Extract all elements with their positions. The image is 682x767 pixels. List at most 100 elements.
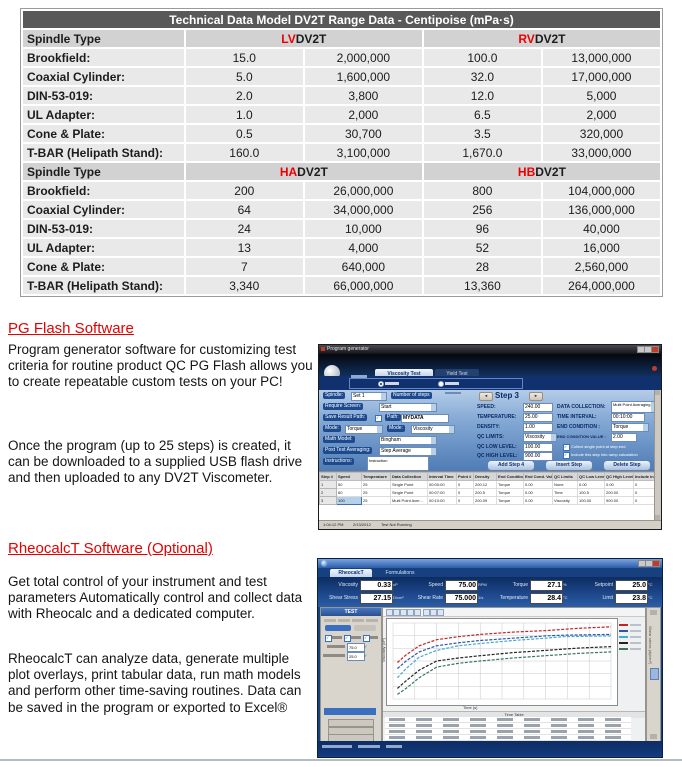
readout-label: Speed: [428, 582, 443, 588]
chart-y-axis-label: Viscosity (cP): [381, 638, 386, 663]
chart-legend: [619, 622, 643, 652]
data-table-row: [385, 723, 631, 729]
path-label: Path:: [385, 414, 401, 421]
mode2-label: Mode:: [387, 425, 405, 432]
pan-icon[interactable]: [393, 609, 400, 616]
print-icon[interactable]: [414, 609, 421, 616]
tab-yield-test[interactable]: Yield Test: [435, 369, 479, 379]
control-tab-active[interactable]: [325, 625, 351, 631]
range-table-title: Technical Data Model DV2T Range Data - C…: [23, 11, 660, 28]
readout-unit: D/cm²: [393, 595, 404, 600]
step-title: Step 3: [495, 391, 520, 400]
data-table-row: [385, 735, 631, 741]
mode2-select[interactable]: Viscosity: [411, 425, 455, 434]
insert-step-button[interactable]: Insert Step: [545, 460, 593, 471]
legend-item-cyan: [619, 634, 643, 640]
end-condition-select[interactable]: Torque: [611, 423, 649, 432]
tab-formulations[interactable]: Formulations: [385, 570, 415, 576]
model-header: HBDV2T: [423, 163, 660, 180]
range-table-row: UL Adapter: 13 4,000 52 16,000: [23, 239, 660, 256]
rheocalct-screenshot: RheocalcT Formulations Viscosity 0.33 cP Sp…: [317, 558, 663, 758]
copy-icon[interactable]: [423, 609, 430, 616]
require-screen-select[interactable]: Start: [379, 403, 437, 412]
option-checkbox-2[interactable]: [344, 635, 351, 642]
grid-icon[interactable]: [407, 609, 414, 616]
pg-flash-heading[interactable]: PG Flash Software: [8, 320, 134, 337]
readout-value: 75.000: [445, 593, 478, 604]
slider-thumb[interactable]: [650, 668, 659, 680]
range-table-row: DIN-53-019: 24 10,000 96 40,000: [23, 220, 660, 237]
speed-field[interactable]: 240.00: [523, 403, 553, 412]
set-temperature-field[interactable]: 25.0: [347, 652, 365, 661]
pg-vertical-scrollbar[interactable]: [654, 390, 661, 520]
spindle-label: Spindle:: [323, 392, 346, 399]
pg-grid-row[interactable]: 1 50 25 Single Point 00:00:00 0 200.12 Torque 0.…: [319, 480, 661, 489]
readout-value: 23.8: [615, 593, 648, 604]
radio-option-1[interactable]: [378, 381, 384, 387]
radio-option-2[interactable]: [438, 381, 444, 387]
run-button[interactable]: [324, 708, 376, 715]
previous-step-button[interactable]: ◄: [479, 392, 493, 401]
end-condition-value-field[interactable]: 2.00: [611, 433, 637, 442]
chart-series-red: [397, 626, 612, 663]
mode-label: Mode:: [323, 425, 341, 432]
number-of-steps-field[interactable]: [445, 392, 461, 394]
close-button[interactable]: [652, 560, 660, 567]
option-checkbox-3[interactable]: [363, 635, 370, 642]
collect-single-point-label: Collect single point at step end: [571, 444, 626, 449]
help-icon[interactable]: [652, 366, 657, 371]
data-collection-select[interactable]: Multi Point Averaging: [611, 401, 657, 413]
math-model-select[interactable]: Bingham: [379, 436, 437, 445]
pg-grid-row[interactable]: 3 100 25 Multi Point Aver... 00:10:00 0 200.09…: [319, 496, 661, 505]
qc-limits-select[interactable]: Viscosity: [523, 433, 557, 442]
mode-select[interactable]: Torque: [345, 425, 383, 434]
spindle-select[interactable]: Set 1: [351, 392, 387, 401]
pg-radio-group: [349, 378, 523, 389]
tab-viscosity-test[interactable]: Viscosity Test: [375, 369, 433, 379]
collect-single-point-checkbox[interactable]: [563, 444, 570, 451]
path-field[interactable]: MYDATA: [401, 414, 449, 423]
temperature-field[interactable]: 25.00: [523, 413, 553, 422]
spindle-type-header-row: Spindle Type HADV2T HBDV2T: [23, 163, 660, 180]
option-checkbox-1[interactable]: [325, 635, 332, 642]
zoom-icon[interactable]: [386, 609, 393, 616]
density-field[interactable]: 1.00: [523, 423, 553, 432]
rheocalct-heading[interactable]: RheocalcT Software (Optional): [8, 540, 213, 557]
instructions-textarea[interactable]: Instruction: [367, 456, 429, 471]
model-header: RVDV2T: [423, 30, 660, 47]
include-ramp-label: Include this step into ramp calculation: [571, 452, 638, 457]
shear-stress-slider[interactable]: Shear stress (dy/cm²): [646, 607, 661, 742]
rheo-tab-bar: RheocalcT Formulations: [330, 568, 662, 577]
time-interval-field[interactable]: 00:10:00: [611, 413, 645, 422]
include-ramp-checkbox[interactable]: [563, 452, 570, 459]
set-speed-field[interactable]: 75.0: [347, 643, 365, 652]
pg-steps-table: Step # Speed Temperature Data Collection Int…: [319, 471, 661, 521]
settings-icon[interactable]: [437, 609, 444, 616]
control-tab-inactive[interactable]: [354, 625, 376, 631]
pg-app-icon: [321, 347, 325, 351]
readout-unit: cP: [393, 582, 398, 587]
end-condition-value-label: END CONDITION VALUE :: [557, 434, 606, 439]
readout-unit: RPM: [478, 582, 487, 587]
select-icon[interactable]: [400, 609, 407, 616]
readout-value: 0.33: [360, 580, 393, 591]
readout-unit: °C: [648, 595, 653, 600]
tab-rheocalct[interactable]: RheocalcT: [330, 569, 372, 577]
save-result-path-checkbox[interactable]: [375, 415, 382, 422]
post-test-averaging-select[interactable]: Step Average: [379, 447, 437, 456]
panel-button-1[interactable]: [328, 719, 374, 727]
legend-item-red: [619, 622, 643, 628]
speed-label: SPEED:: [477, 404, 496, 410]
pg-grid-row[interactable]: 2 60 25 Single Point 00:07:00 0 200.5 Torque 0.0…: [319, 488, 661, 497]
delete-step-button[interactable]: Delete Step: [603, 460, 651, 471]
save-icon[interactable]: [430, 609, 437, 616]
close-button[interactable]: [651, 346, 659, 353]
qc-high-level-field[interactable]: 900.00: [523, 452, 553, 461]
qc-low-level-field[interactable]: 100.00: [523, 443, 553, 452]
pg-status-bar: 1:04:12 PM 2/13/2012 Test Not Running: [319, 520, 661, 529]
chart-x-axis-label: Time (s): [463, 705, 478, 710]
pg-form-panel: Spindle: Set 1 Number of steps Require S…: [319, 390, 661, 471]
add-step-button[interactable]: Add Step 4: [487, 460, 535, 471]
model-header: HADV2T: [185, 163, 422, 180]
next-step-button[interactable]: ►: [529, 392, 543, 401]
